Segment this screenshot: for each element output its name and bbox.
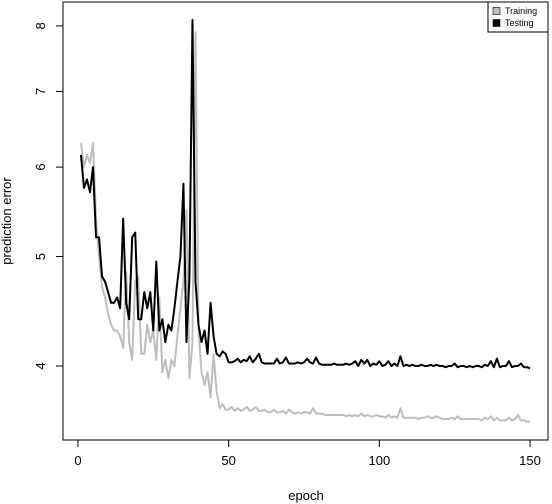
- x-tick-label: 0: [74, 453, 81, 468]
- x-tick-label: 100: [368, 453, 390, 468]
- y-axis-label: prediction error: [0, 177, 14, 265]
- y-tick-label: 5: [33, 253, 48, 260]
- series-line: [79, 31, 531, 423]
- legend-swatch: [492, 7, 501, 15]
- y-tick-label: 7: [33, 88, 48, 95]
- legend-label: Testing: [505, 18, 534, 28]
- legend-label: Training: [505, 6, 537, 16]
- x-axis-label: epoch: [288, 488, 323, 503]
- y-tick-label: 6: [33, 163, 48, 170]
- legend-swatch: [492, 19, 501, 27]
- x-tick-label: 150: [519, 453, 541, 468]
- y-tick-label: 8: [33, 22, 48, 29]
- x-tick-label: 50: [221, 453, 235, 468]
- y-tick-label: 4: [33, 362, 48, 369]
- series-line: [79, 18, 531, 370]
- plot-frame: [62, 1, 549, 441]
- legend-box: [487, 1, 549, 33]
